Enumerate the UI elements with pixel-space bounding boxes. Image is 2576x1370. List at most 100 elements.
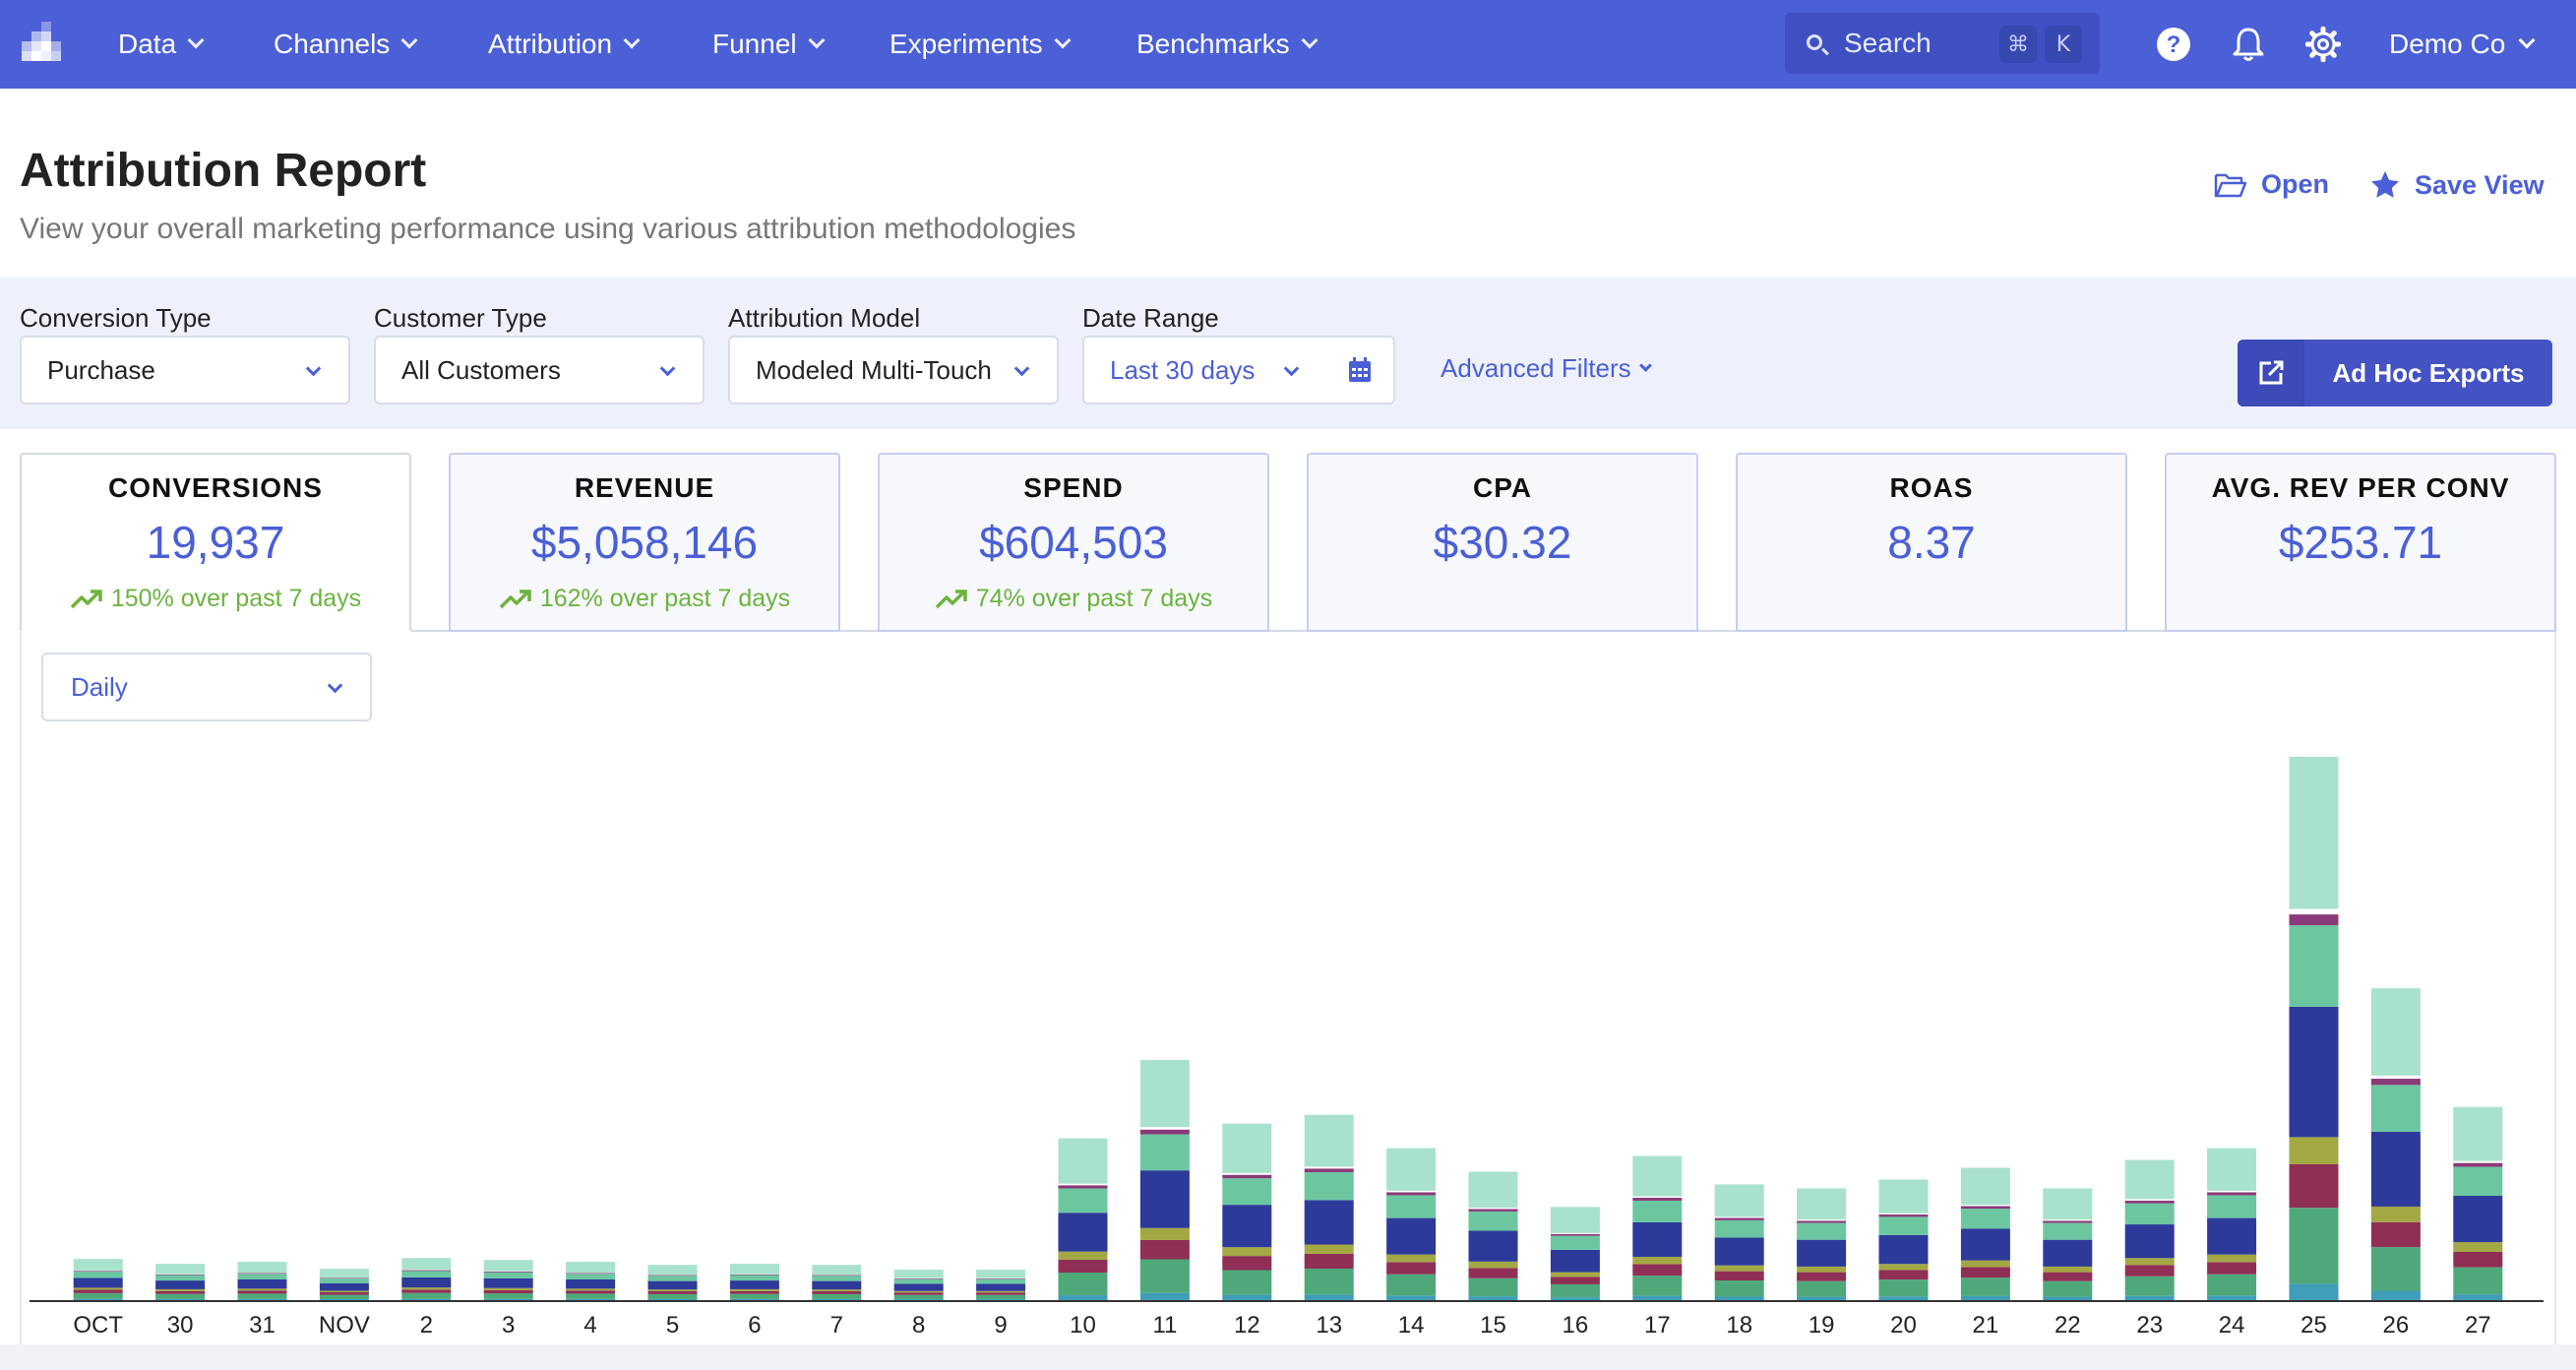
bar-segment [1960, 1209, 2010, 1229]
bar-segment [1468, 1211, 1518, 1231]
metric-value: $604,503 [979, 517, 1168, 568]
bar-31[interactable] [237, 1262, 287, 1300]
bar-22[interactable] [2043, 1188, 2093, 1300]
bar-10[interactable] [1058, 1138, 1108, 1300]
attribution-model-value: Modeled Multi-Touch [756, 354, 992, 385]
bar-16[interactable] [1550, 1207, 1600, 1300]
bar-segment [1139, 1170, 1190, 1228]
x-tick-label: 18 [1726, 1312, 1752, 1339]
metric-change: 150% over past 7 days [22, 585, 409, 613]
bar-15[interactable] [1468, 1171, 1518, 1300]
bar-7[interactable] [812, 1265, 862, 1300]
external-link-icon [2238, 340, 2304, 406]
attribution-model-label: Attribution Model [728, 303, 921, 333]
bar-segment [2453, 1242, 2503, 1252]
bar-5[interactable] [647, 1265, 698, 1300]
bar-segment [2453, 1166, 2503, 1196]
granularity-select[interactable]: Daily [41, 653, 372, 721]
nav-item-funnel[interactable]: Funnel [712, 0, 826, 89]
x-tick-label: 27 [2465, 1312, 2491, 1339]
search-label: Search [1844, 28, 1932, 58]
bar-segment [729, 1280, 779, 1289]
bar-segment [893, 1292, 944, 1295]
bar-segment [237, 1293, 287, 1299]
bar-6[interactable] [729, 1264, 779, 1300]
bar-30[interactable] [155, 1264, 206, 1300]
nav-item-channels[interactable]: Channels [274, 0, 418, 89]
x-tick-label: 23 [2136, 1312, 2163, 1339]
bar-NOV[interactable] [319, 1269, 369, 1300]
bar-OCT[interactable] [73, 1259, 123, 1300]
x-tick-label: 30 [167, 1312, 194, 1339]
brand-logo-icon[interactable] [22, 22, 65, 65]
bar-segment [893, 1294, 944, 1300]
account-menu[interactable]: Demo Co [2389, 0, 2536, 89]
metric-label: ROAS [1889, 472, 1974, 503]
help-icon[interactable]: ? [2153, 24, 2194, 65]
bar-segment [2124, 1276, 2175, 1296]
metric-card-spend[interactable]: SPEND $604,503 74% over past 7 days [878, 453, 1269, 632]
bar-19[interactable] [1797, 1188, 1847, 1300]
bar-segment [2453, 1251, 2503, 1268]
bar-segment [976, 1292, 1026, 1295]
bar-17[interactable] [1632, 1155, 1683, 1300]
x-tick-label: 21 [1973, 1312, 1999, 1339]
attribution-model-select[interactable]: Modeled Multi-Touch [728, 336, 1059, 405]
search-box[interactable]: Search ⌘ K [1785, 13, 2100, 74]
nav-item-experiments[interactable]: Experiments [889, 0, 1072, 89]
x-tick-label: 17 [1644, 1312, 1671, 1339]
bar-9[interactable] [976, 1270, 1026, 1300]
bar-25[interactable] [2289, 756, 2339, 1300]
bar-segment [566, 1288, 616, 1291]
bell-icon[interactable] [2228, 24, 2269, 65]
bar-26[interactable] [2370, 988, 2421, 1300]
bar-14[interactable] [1386, 1148, 1437, 1300]
customer-type-select[interactable]: All Customers [374, 336, 705, 405]
bar-11[interactable] [1139, 1059, 1190, 1300]
metric-card-revenue[interactable]: REVENUE $5,058,146 162% over past 7 days [449, 453, 840, 632]
bar-segment [1960, 1260, 2010, 1268]
bar-21[interactable] [1960, 1167, 2010, 1300]
bar-24[interactable] [2207, 1148, 2257, 1300]
x-tick-label: 20 [1890, 1312, 1917, 1339]
bar-segment [1304, 1114, 1354, 1167]
bar-segment [1468, 1268, 1518, 1278]
bar-segment [1550, 1207, 1600, 1233]
nav-item-data[interactable]: Data [118, 0, 205, 89]
x-tick-label: 8 [912, 1312, 925, 1339]
star-icon [2371, 171, 2399, 198]
bar-4[interactable] [566, 1262, 616, 1300]
x-tick-label: 6 [748, 1312, 761, 1339]
bar-segment [401, 1292, 452, 1299]
metric-card-cpa[interactable]: CPA $30.32 [1307, 453, 1698, 632]
save-view-button[interactable]: Save View [2369, 169, 2545, 201]
bar-23[interactable] [2124, 1159, 2175, 1300]
bar-13[interactable] [1304, 1114, 1354, 1300]
x-tick-label: 9 [994, 1312, 1007, 1339]
date-range-select[interactable]: Last 30 days [1082, 336, 1328, 405]
bar-segment [1878, 1296, 1929, 1300]
metric-card-roas[interactable]: ROAS 8.37 [1736, 453, 2127, 632]
bar-3[interactable] [483, 1260, 533, 1300]
gear-icon[interactable] [2302, 24, 2344, 65]
open-button[interactable]: Open [2214, 169, 2329, 200]
calendar-button[interactable] [1326, 336, 1395, 405]
advanced-filters-link[interactable]: Advanced Filters [1441, 353, 1652, 384]
bar-segment [73, 1287, 123, 1290]
bar-18[interactable] [1714, 1184, 1764, 1300]
bar-segment [1058, 1273, 1108, 1296]
bar-segment [2207, 1195, 2257, 1218]
nav-item-attribution[interactable]: Attribution [488, 0, 641, 89]
bar-27[interactable] [2453, 1106, 2503, 1300]
metric-card-avg-rev-per-conv[interactable]: AVG. REV PER CONV $253.71 [2165, 453, 2556, 632]
conversion-type-select[interactable]: Purchase [20, 336, 350, 405]
ad-hoc-exports-button[interactable]: Ad Hoc Exports [2238, 340, 2552, 406]
bar-segment [483, 1277, 533, 1288]
bar-12[interactable] [1222, 1123, 1272, 1300]
bar-segment [812, 1275, 862, 1277]
nav-item-benchmarks[interactable]: Benchmarks [1136, 0, 1319, 89]
metric-card-conversions[interactable]: CONVERSIONS 19,937 150% over past 7 days [20, 453, 411, 632]
bar-8[interactable] [893, 1270, 944, 1300]
bar-2[interactable] [401, 1258, 452, 1300]
bar-20[interactable] [1878, 1179, 1929, 1300]
